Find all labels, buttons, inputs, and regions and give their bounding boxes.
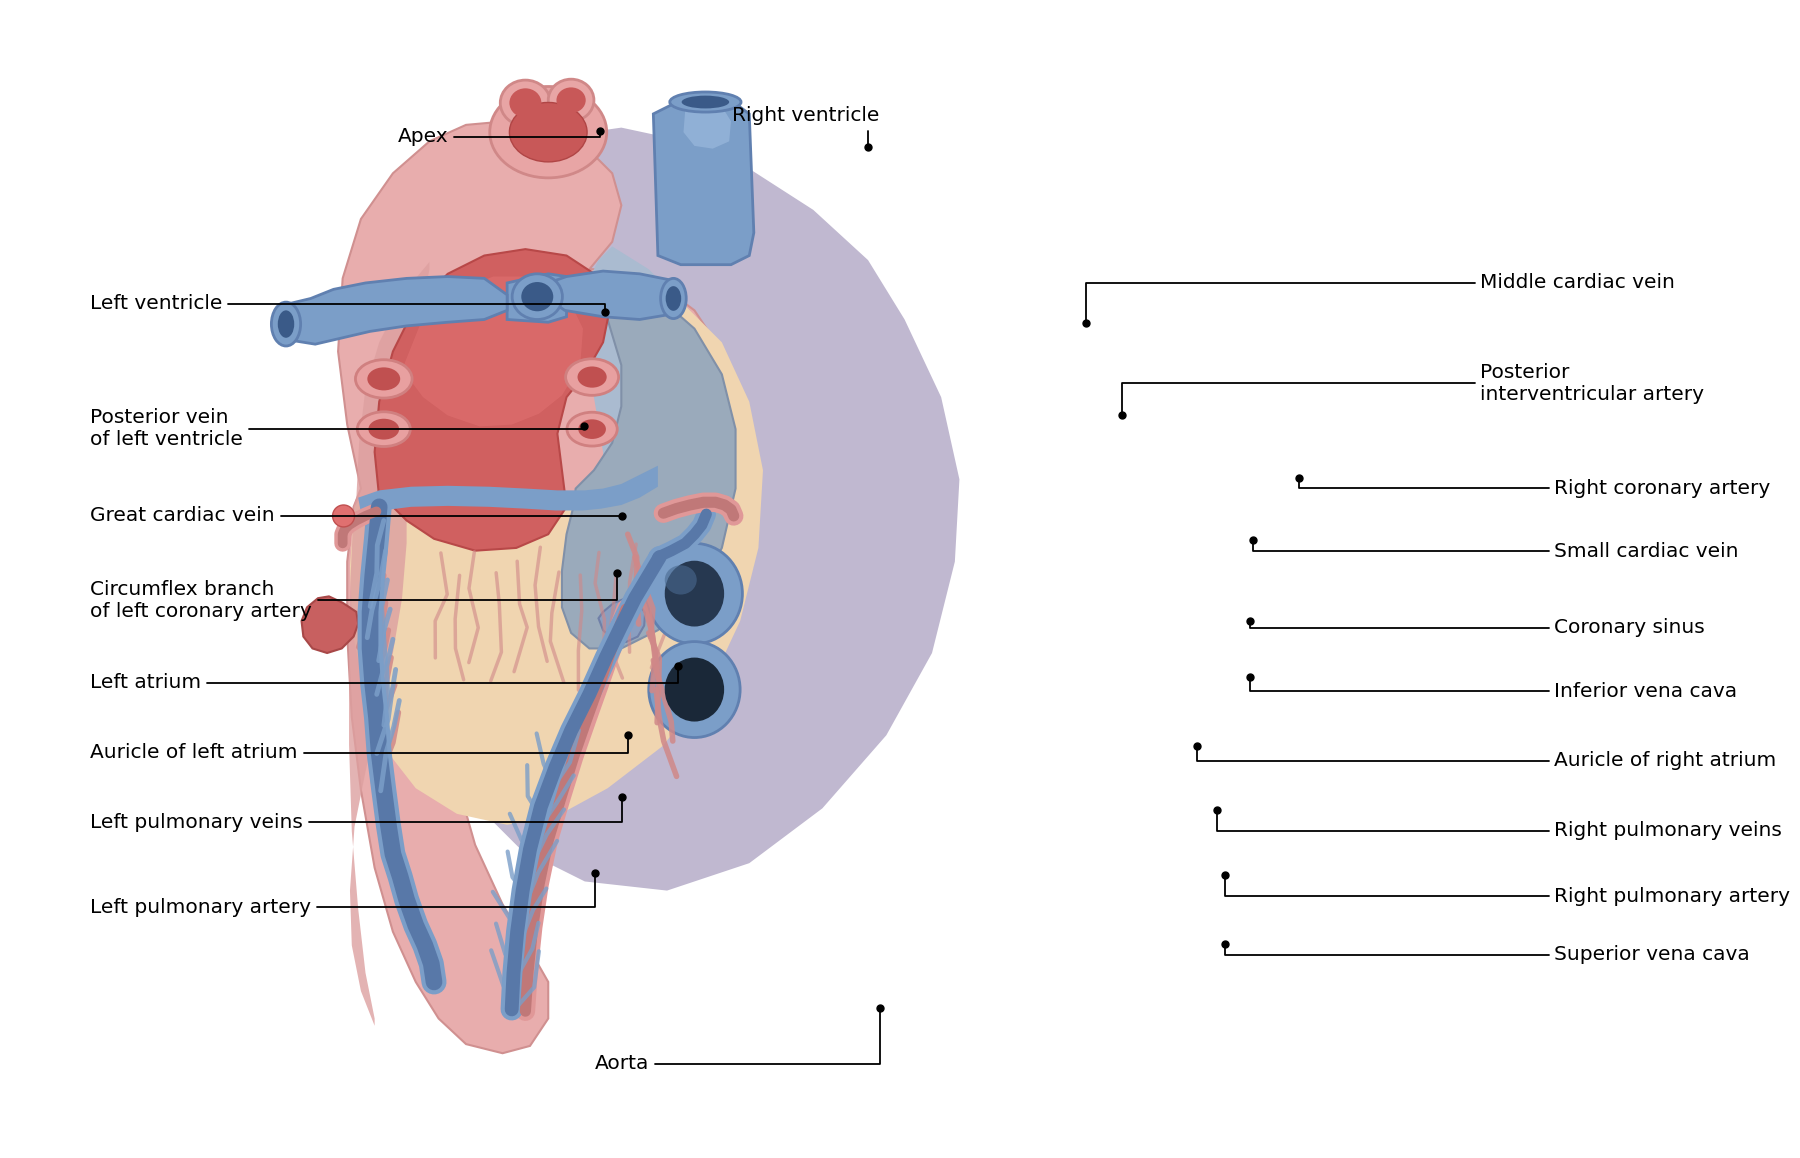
Polygon shape [349, 262, 430, 1026]
Text: Left ventricle: Left ventricle [90, 294, 605, 314]
Ellipse shape [670, 91, 742, 112]
Text: Posterior vein
of left ventricle: Posterior vein of left ventricle [90, 409, 583, 449]
Polygon shape [508, 273, 567, 322]
Ellipse shape [565, 359, 619, 395]
Ellipse shape [509, 88, 542, 118]
Ellipse shape [664, 560, 724, 626]
Polygon shape [283, 277, 508, 344]
Text: Auricle of left atrium: Auricle of left atrium [90, 738, 628, 762]
Ellipse shape [646, 543, 742, 644]
Polygon shape [653, 101, 754, 265]
Polygon shape [302, 596, 358, 653]
Ellipse shape [664, 658, 724, 721]
Text: Left atrium: Left atrium [90, 668, 677, 692]
Text: Circumflex branch
of left coronary artery: Circumflex branch of left coronary arter… [90, 576, 617, 621]
Polygon shape [338, 122, 745, 1054]
Text: Small cardiac vein: Small cardiac vein [1253, 542, 1739, 560]
Ellipse shape [578, 366, 607, 388]
Text: Superior vena cava: Superior vena cava [1226, 945, 1750, 965]
Polygon shape [598, 599, 644, 642]
Ellipse shape [578, 419, 607, 439]
Ellipse shape [490, 87, 607, 178]
Ellipse shape [355, 360, 412, 398]
Text: Right pulmonary veins: Right pulmonary veins [1217, 813, 1782, 841]
Ellipse shape [682, 96, 729, 109]
Text: Right coronary artery: Right coronary artery [1300, 478, 1771, 498]
Text: Inferior vena cava: Inferior vena cava [1249, 680, 1737, 701]
Ellipse shape [567, 412, 617, 446]
Ellipse shape [661, 278, 686, 318]
Text: Right pulmonary artery: Right pulmonary artery [1226, 878, 1791, 906]
Ellipse shape [272, 302, 301, 346]
Text: Left pulmonary veins: Left pulmonary veins [90, 800, 621, 831]
Ellipse shape [367, 367, 400, 390]
Ellipse shape [277, 310, 293, 338]
Text: Apex: Apex [398, 127, 601, 146]
Text: Right ventricle: Right ventricle [733, 107, 880, 145]
Ellipse shape [648, 642, 740, 738]
Ellipse shape [549, 79, 594, 122]
Ellipse shape [369, 419, 400, 440]
Text: Middle cardiac vein: Middle cardiac vein [1085, 273, 1676, 320]
Text: Left pulmonary artery: Left pulmonary artery [90, 875, 596, 916]
Text: Great cardiac vein: Great cardiac vein [90, 506, 619, 525]
Ellipse shape [664, 565, 697, 594]
Polygon shape [358, 466, 657, 518]
Ellipse shape [500, 80, 551, 126]
Polygon shape [349, 301, 763, 824]
Ellipse shape [666, 286, 680, 310]
Ellipse shape [356, 412, 410, 447]
Polygon shape [549, 271, 675, 320]
Polygon shape [401, 277, 583, 426]
Ellipse shape [513, 273, 562, 320]
Polygon shape [558, 247, 758, 698]
Ellipse shape [556, 87, 585, 113]
Polygon shape [684, 103, 731, 148]
Circle shape [333, 505, 355, 527]
Polygon shape [439, 127, 959, 891]
Text: Posterior
interventricular artery: Posterior interventricular artery [1121, 362, 1705, 412]
Ellipse shape [509, 103, 587, 162]
Ellipse shape [522, 283, 553, 312]
Text: Auricle of right atrium: Auricle of right atrium [1197, 749, 1777, 770]
Polygon shape [374, 249, 610, 551]
Text: Aorta: Aorta [596, 1010, 880, 1073]
Polygon shape [562, 283, 736, 648]
Text: Coronary sinus: Coronary sinus [1249, 618, 1705, 637]
